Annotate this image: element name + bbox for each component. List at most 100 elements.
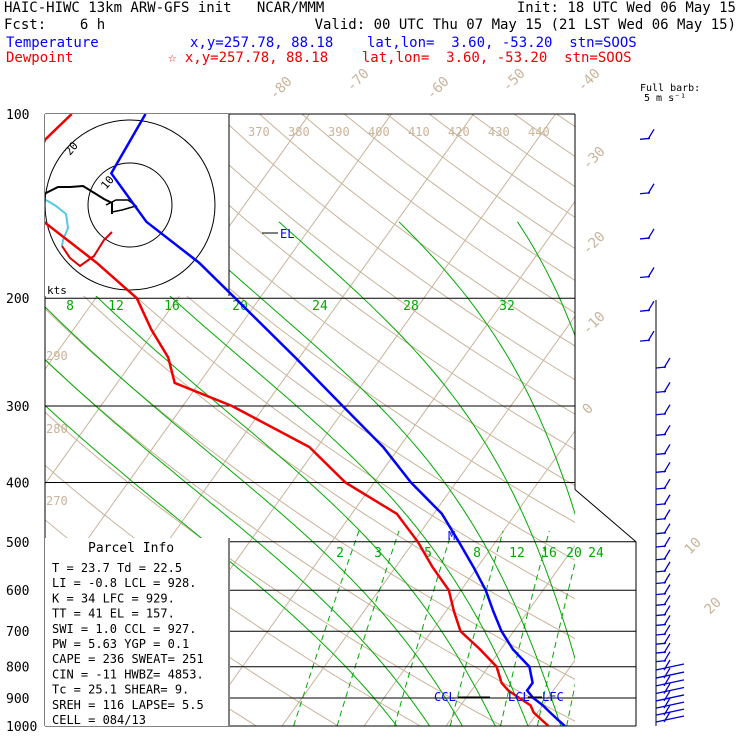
- wind-barbs: [639, 128, 685, 726]
- theta-label: 420: [448, 125, 470, 139]
- thetae-label: 16: [164, 299, 180, 314]
- hodograph-trace-red: [61, 231, 113, 268]
- wind-barb-flag: [663, 642, 671, 654]
- legend-temperature-info: x,y=257.78, 88.18 lat,lon= 3.60, -53.20 …: [190, 35, 637, 51]
- legend-temperature: Temperature: [6, 35, 99, 51]
- wind-barb-flag: [663, 424, 671, 436]
- moist-adiabat-line: [175, 221, 562, 726]
- mixing-ratio-label: 20: [566, 546, 582, 561]
- isotherm-label: -80: [267, 74, 296, 103]
- wind-barb: [655, 701, 685, 709]
- parcel-row: SWI = 1.0 CCL = 927.: [52, 622, 197, 636]
- dry-adiabat-line: [131, 114, 575, 451]
- wind-barb-flag: [647, 183, 655, 195]
- moist-adiabat-line: [398, 221, 575, 516]
- theta-label: 280: [46, 422, 68, 436]
- dry-adiabat-line: [385, 114, 575, 250]
- wind-barb-flag: [663, 523, 671, 535]
- wind-barb-flag: [663, 404, 671, 416]
- wind-barb-flag: [647, 228, 655, 240]
- legend-dewpoint: Dewpoint: [6, 50, 74, 66]
- wind-barb-flag: [663, 494, 671, 506]
- wind-barb-flag: [663, 651, 671, 662]
- isotherm-line: [683, 86, 740, 739]
- wind-barb-flag: [663, 584, 671, 595]
- pressure-label: 600: [6, 584, 29, 599]
- isotherm-label: 20: [702, 595, 725, 618]
- isotherm-line: [601, 86, 740, 739]
- pressure-label: 700: [6, 625, 29, 640]
- dry-adiabat-line: [45, 257, 575, 640]
- hodograph-kts-label: kts: [47, 284, 67, 297]
- dewpoint-line: [45, 114, 550, 726]
- dry-adiabat-line: [45, 208, 575, 600]
- header-init: Init: 18 UTC Wed 06 May 15: [516, 0, 736, 16]
- isotherm-label: 0: [580, 401, 597, 418]
- wind-barb: [655, 715, 685, 723]
- isotherm-label: -10: [580, 309, 609, 338]
- wind-barb-flag: [647, 267, 655, 278]
- wind-barb-flag: [663, 561, 671, 573]
- theta-label: 390: [328, 125, 350, 139]
- wind-barb: [655, 663, 685, 671]
- wind-barb: [655, 686, 685, 695]
- lcl-label: LCL: [508, 690, 530, 704]
- isotherm-label: -40: [575, 66, 604, 95]
- theta-label: 270: [46, 494, 68, 508]
- parcel-row: K = 34 LFC = 929.: [52, 591, 175, 605]
- lfc-label: LFC: [542, 690, 564, 704]
- wind-barb-flag: [663, 357, 671, 369]
- wind-barb: [655, 679, 685, 687]
- dry-adiabat-line: [428, 114, 575, 218]
- hodograph-trace-cyan: [45, 199, 70, 247]
- isotherm-line: [45, 114, 393, 600]
- moist-adiabat-line: [45, 306, 463, 726]
- isotherm-label: -30: [580, 144, 609, 173]
- moist-adiabat-line: [45, 404, 398, 726]
- isotherm-line: [45, 114, 311, 485]
- plot-right-slant: [574, 489, 637, 543]
- hodograph-ring-outer: [44, 119, 216, 291]
- dry-adiabat-line: [173, 114, 575, 415]
- moist-adiabat-line: [91, 221, 529, 726]
- dry-adiabat-line: [555, 114, 575, 128]
- wind-barb-flag: [647, 300, 655, 312]
- pressure-label: 300: [6, 400, 29, 415]
- barb-legend-line1: Full barb:: [640, 83, 701, 94]
- wind-barb-flag: [663, 711, 671, 723]
- mixing-ratio-label: 12: [509, 546, 525, 561]
- mixing-ratio-label: 2: [336, 546, 344, 561]
- isotherm-line: [445, 544, 575, 726]
- isotherm-label: -50: [500, 66, 529, 95]
- sounding-profiles: [45, 114, 566, 726]
- moist-adiabat-line: [517, 221, 575, 338]
- thetae-label: 20: [232, 299, 248, 314]
- moist-adiabat-line: [45, 358, 431, 726]
- parcel-row: TT = 41 EL = 157.: [52, 607, 175, 621]
- dry-adiabat-line: [45, 411, 504, 726]
- legend-dewpoint-info: ☆ x,y=257.78, 88.18 lat,lon= 3.60, -53.2…: [168, 50, 632, 66]
- header-forecast: Fcst: 6 h: [4, 17, 106, 33]
- ccl-label: CCL: [434, 690, 456, 704]
- parcel-row: CIN = -11 HWBZ= 4853.: [52, 667, 204, 681]
- mixing-ratio-grid: [293, 530, 575, 726]
- pressure-label: 500: [6, 536, 29, 551]
- parcel-title: Parcel Info: [88, 541, 174, 556]
- pressure-label: 200: [6, 292, 29, 307]
- wind-barb-flag: [663, 675, 671, 687]
- thetae-label: 28: [403, 299, 419, 314]
- parcel-info-box: Parcel Info T = 23.7 Td = 22.5LI = -0.8 L…: [45, 538, 230, 727]
- isotherm-line: [363, 429, 575, 726]
- isotherm-label: -70: [344, 66, 373, 95]
- parcel-row: LI = -0.8 LCL = 928.: [52, 576, 197, 590]
- parcel-row: CELL = 084/13: [52, 713, 146, 727]
- mixing-ratio-label: 16: [541, 546, 557, 561]
- wind-barb-flag: [663, 594, 671, 606]
- mixing-ratio-line: [336, 530, 400, 726]
- pressure-label: 900: [6, 692, 29, 707]
- wind-barb-flag: [663, 683, 671, 694]
- thetae-label: 32: [499, 299, 515, 314]
- temperature-line: [109, 114, 566, 726]
- mixing-ratio-label: 5: [424, 546, 432, 561]
